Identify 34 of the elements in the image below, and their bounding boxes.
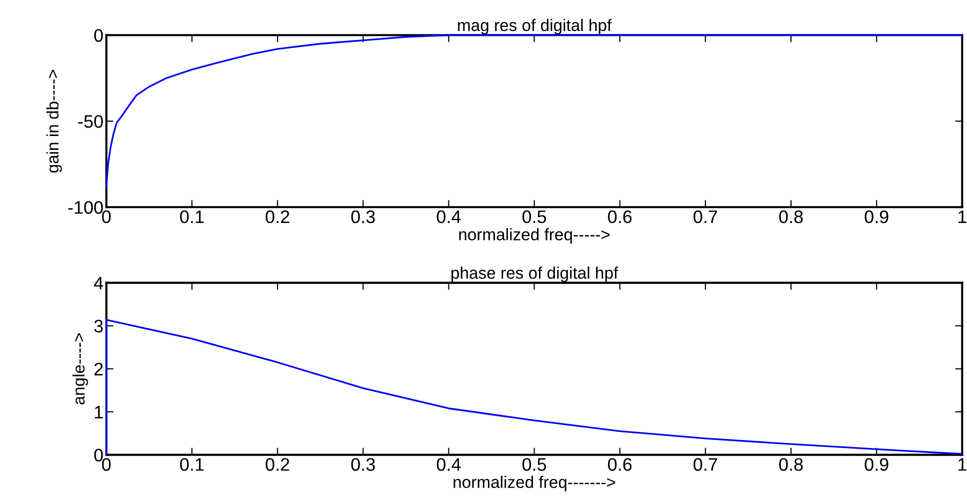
x-tick-label: 1 [958, 210, 966, 223]
x-tick-label: 0.2 [266, 210, 290, 224]
chart-title: mag res of digital hpf [458, 18, 612, 34]
y-tick-label: 0 [94, 448, 103, 462]
x-tick-label: 0.8 [779, 210, 803, 224]
x-tick-label: 0.5 [522, 210, 546, 224]
x-tick-label: 0.4 [436, 458, 461, 471]
x-tick-label: 0.7 [694, 210, 718, 224]
x-tick-label: 0.3 [351, 210, 375, 224]
x-tick-label: 0.4 [436, 210, 461, 224]
x-tick-label: 0.1 [180, 210, 204, 224]
x-tick-label: 0.7 [694, 458, 718, 471]
x-tick-label: 0.6 [608, 458, 632, 471]
x-axis-title: normalized freq-------> [454, 476, 616, 492]
x-axis-title: normalized freq-----> [459, 228, 610, 244]
y-tick-label: 3 [94, 320, 103, 333]
x-tick-label: 0.8 [779, 458, 803, 471]
y-tick-label: 4 [94, 276, 104, 290]
x-tick-label: 0.1 [180, 458, 204, 471]
y-axis-title: angle----> [72, 333, 88, 404]
y-tick-label: 0 [94, 29, 103, 42]
x-tick-label: 0.2 [266, 458, 290, 471]
y-tick-label: 1 [94, 406, 103, 418]
y-tick-label: 2 [94, 362, 103, 376]
chart-title: phase res of digital hpf [452, 266, 618, 282]
y-axis-title: gain in db----> [46, 70, 62, 173]
x-tick-label: 0.6 [608, 210, 632, 224]
x-tick-label: 0.3 [351, 458, 375, 471]
y-tick-label: -50 [78, 115, 103, 128]
x-tick-label: 0.5 [522, 458, 546, 471]
x-tick-label: 1 [958, 458, 966, 471]
x-tick-label: 0.9 [864, 210, 888, 224]
y-tick-label: -100 [68, 201, 103, 214]
x-tick-label: 0.9 [864, 458, 888, 471]
